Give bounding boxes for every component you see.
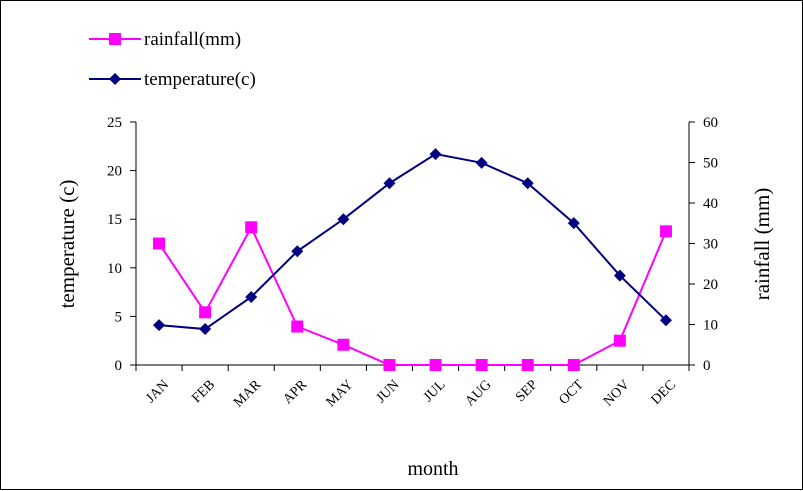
rainfall-point [199, 306, 212, 319]
legend-marker-square [109, 33, 121, 45]
series-line [158, 225, 667, 366]
temperature-point [521, 177, 534, 190]
axes: 0 5 10 15 20 25 0 10 20 30 40 50 60 JAN FEB MAR APR MAY JU… [107, 115, 718, 411]
y-left-tick-label: 25 [107, 115, 122, 131]
x-tick-label: AUG [463, 377, 495, 409]
legend-label: temperature(c) [144, 69, 256, 90]
temperature-point [199, 323, 212, 336]
x-tick-label: APR [280, 377, 310, 407]
temperature-point [567, 217, 580, 230]
y-right-tick-label: 50 [703, 156, 718, 172]
y-left-tick-label: 15 [107, 212, 122, 228]
temperature-point [613, 269, 626, 282]
rainfall-point [521, 359, 534, 371]
x-axis-label: month [407, 458, 458, 480]
rainfall-point [475, 359, 488, 371]
rainfall-point [429, 359, 442, 371]
y-left-tick-label: 5 [115, 309, 123, 325]
rainfall-point [337, 338, 350, 351]
temperature-point [153, 319, 166, 332]
y-axis-left-label: temperature (c) [55, 180, 79, 309]
series-layer [153, 148, 672, 371]
x-tick-label: OCT [556, 377, 587, 408]
y-left-tick-label: 20 [107, 164, 122, 180]
x-tick-label: SEP [513, 377, 541, 405]
rainfall-point [153, 237, 166, 250]
temperature-point [245, 290, 258, 303]
temperature-point [383, 177, 396, 190]
legend-marker-diamond [109, 73, 121, 85]
x-tick-label: JAN [143, 377, 172, 406]
y-right-tick-label: 60 [703, 115, 718, 131]
y-axis-right-label: rainfall (mm) [750, 188, 774, 301]
rainfall-point [659, 225, 672, 238]
rainfall-point [291, 320, 304, 333]
series-line [158, 153, 667, 331]
y-right-tick-label: 10 [703, 318, 718, 334]
x-tick-label: FEB [189, 377, 218, 406]
temperature-point [475, 156, 488, 169]
x-tick-label: JUL [421, 377, 449, 405]
x-tick-label: JUN [374, 377, 403, 406]
x-tick-label: DEC [649, 377, 679, 407]
x-tick-label: NOV [601, 377, 633, 409]
rainfall-point [245, 221, 258, 234]
y-left-tick-label: 10 [107, 261, 122, 277]
y-right-tick-label: 30 [703, 237, 718, 253]
y-left-tick-label: 0 [115, 358, 123, 374]
temperature-point [337, 213, 350, 226]
legend-label: rainfall(mm) [144, 29, 241, 50]
x-tick-label: MAR [231, 377, 265, 411]
x-tick-label: MAY [324, 377, 357, 410]
y-right-tick-label: 40 [703, 196, 718, 212]
rainfall-point [383, 359, 396, 371]
legend: rainfall(mm) temperature(c) [89, 29, 256, 90]
y-right-tick-label: 0 [703, 358, 711, 374]
y-right-tick-label: 20 [703, 277, 718, 293]
rainfall-point [567, 359, 580, 371]
rainfall-point [613, 334, 626, 347]
temperature-point [659, 314, 672, 327]
temperature-point [429, 148, 442, 161]
temperature-point [291, 245, 304, 258]
